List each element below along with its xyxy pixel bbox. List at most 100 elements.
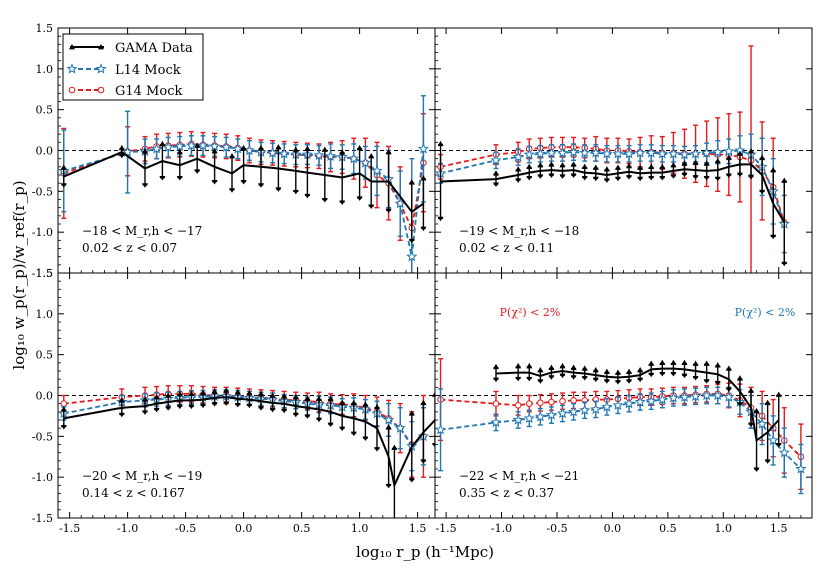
data-point <box>601 148 613 159</box>
data-point <box>512 151 524 162</box>
error-arrow <box>703 379 710 384</box>
data-point <box>767 434 779 446</box>
panel-top-left: -1.5 -1.0 -0.5 0.0 0.5 1.0 1.5 −18 < M_r,h < −1… <box>32 22 436 280</box>
series-gama-data <box>437 140 788 267</box>
data-point <box>568 405 580 417</box>
data-point <box>534 410 546 422</box>
data-point <box>151 143 163 154</box>
error-arrow <box>603 379 610 384</box>
data-point <box>232 143 244 154</box>
error-arrow <box>614 176 621 182</box>
error-arrow <box>759 154 766 161</box>
error-arrow <box>515 362 522 369</box>
error-arrow <box>437 216 444 222</box>
error-arrow <box>526 376 533 382</box>
error-arrow <box>764 399 771 406</box>
data-point <box>545 409 557 420</box>
y-tick-label: 0.5 <box>36 349 54 362</box>
error-arrow <box>626 368 633 375</box>
error-arrow <box>304 414 311 419</box>
series-line <box>63 395 424 448</box>
data-point <box>162 141 174 152</box>
x-tick-label: -1.5 <box>59 522 80 535</box>
data-point <box>678 148 691 160</box>
error-arrow <box>211 388 218 394</box>
error-arrow <box>408 179 415 185</box>
error-arrow <box>537 162 544 168</box>
error-arrow <box>176 175 183 181</box>
data-point <box>556 407 569 419</box>
error-arrow <box>246 389 253 396</box>
y-tick-label: 0.0 <box>36 145 54 158</box>
error-arrow <box>229 188 235 193</box>
data-point <box>383 414 395 425</box>
data-point <box>634 147 646 158</box>
error-arrow <box>269 392 276 398</box>
legend: GAMA Data L14 Mock G14 Mock <box>62 33 204 101</box>
error-arrow <box>670 359 677 366</box>
error-arrow <box>350 399 357 406</box>
error-arrow <box>692 376 699 381</box>
error-arrow <box>165 392 172 398</box>
series-line <box>495 367 780 443</box>
error-arrow <box>304 395 311 401</box>
x-tick-label: -1.0 <box>117 522 138 535</box>
error-arrow <box>258 144 264 151</box>
legend-marker <box>68 86 76 94</box>
error-arrow <box>142 183 148 188</box>
data-point <box>656 148 668 159</box>
error-arrow <box>753 407 760 414</box>
error-arrow <box>368 153 375 159</box>
data-point <box>492 400 500 407</box>
data-point <box>220 141 232 152</box>
error-arrow <box>188 390 195 397</box>
error-arrow <box>211 402 218 407</box>
data-point <box>523 148 535 160</box>
data-point <box>579 404 591 415</box>
data-point <box>243 144 255 156</box>
panel-annotation: 0.02 < z < 0.11 <box>459 241 554 255</box>
panels: -1.5 -1.0 -0.5 0.0 0.5 1.0 1.5 −18 < M_r,h < −1… <box>32 22 813 535</box>
panel-annotation: −18 < M_r,h < −17 <box>82 224 202 238</box>
error-arrow <box>60 164 67 170</box>
error-arrow <box>515 376 522 382</box>
error-arrow <box>775 443 782 448</box>
legend-marker <box>95 63 107 74</box>
error-arrow <box>648 175 655 181</box>
error-arrow <box>234 389 241 395</box>
series-line <box>440 392 802 458</box>
y-tick-label: 1.5 <box>36 267 54 280</box>
error-arrow <box>118 397 125 403</box>
error-arrow <box>748 175 755 180</box>
error-arrow <box>437 140 444 147</box>
error-arrow <box>292 393 299 400</box>
error-arrow <box>304 193 311 199</box>
panel-annotation: 0.02 < z < 0.07 <box>82 241 177 255</box>
error-arrow <box>165 406 172 411</box>
x-tick-label: -0.5 <box>546 522 567 535</box>
error-arrow <box>725 387 732 392</box>
y-tick-label: 1.0 <box>36 63 54 76</box>
y-tick-label: -1.5 <box>32 267 53 280</box>
error-arrow <box>176 390 183 397</box>
error-arrow <box>159 175 166 181</box>
x-tick-label: -1.5 <box>435 522 456 535</box>
error-arrow <box>770 166 777 173</box>
error-arrow <box>118 153 125 159</box>
error-arrow <box>748 422 755 428</box>
data-point <box>371 165 383 176</box>
error-arrow <box>648 360 655 366</box>
series-line <box>63 150 424 214</box>
x-tick-label: 0.5 <box>659 522 677 535</box>
error-arrow <box>142 396 148 402</box>
error-arrow <box>692 175 699 180</box>
y-tick-label: 1.0 <box>36 308 54 321</box>
error-arrow <box>362 436 369 441</box>
data-point <box>348 152 360 164</box>
error-arrow <box>770 234 777 240</box>
error-arrow <box>581 163 588 170</box>
error-arrow <box>526 175 533 181</box>
error-arrow <box>60 183 67 188</box>
y-tick-label: -1.5 <box>32 512 53 525</box>
data-point <box>185 139 197 151</box>
